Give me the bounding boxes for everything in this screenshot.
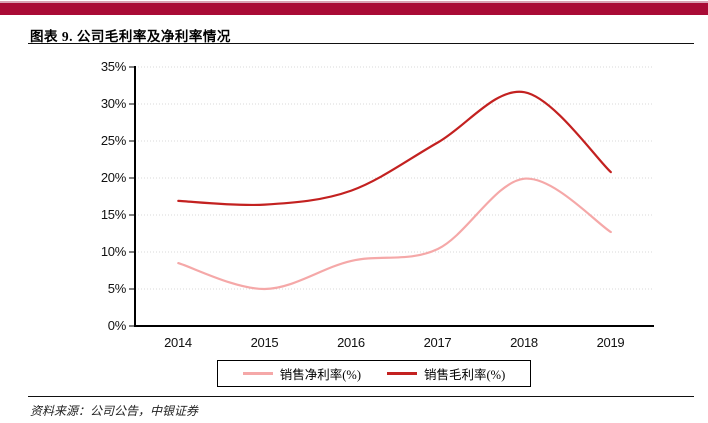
y-tick-25: 25% — [101, 133, 127, 148]
y-tick-20: 20% — [101, 170, 127, 185]
legend-item-net-margin: 销售净利率(%) — [242, 364, 361, 383]
y-axis-ticks — [129, 66, 135, 327]
y-tick-10: 10% — [101, 244, 127, 259]
axes — [134, 66, 654, 327]
gross-margin-legend-label: 销售毛利率(%) — [424, 368, 506, 382]
y-tick-15: 15% — [101, 207, 127, 222]
x-axis-labels: 2014 2015 2016 2017 2018 2019 — [164, 335, 625, 350]
x-tick-2014: 2014 — [164, 335, 192, 350]
x-tick-2018: 2018 — [510, 335, 538, 350]
legend-item-gross-margin: 销售毛利率(%) — [387, 364, 505, 383]
y-tick-30: 30% — [101, 96, 127, 111]
x-tick-2016: 2016 — [337, 335, 365, 350]
data-source-note: 资料来源：公司公告，中银证券 — [30, 404, 199, 418]
x-tick-2015: 2015 — [251, 335, 279, 350]
y-tick-5: 5% — [108, 281, 127, 296]
net-margin-line-sample — [242, 372, 273, 375]
figure-title: 图表 9. 公司毛利率及净利率情况 — [30, 29, 231, 44]
y-tick-0: 0% — [108, 318, 127, 333]
y-axis-labels: 0% 5% 10% 15% 20% 25% 30% 35% — [101, 59, 127, 333]
footer-divider — [28, 396, 694, 397]
gross-margin-line — [177, 90, 612, 207]
gross-margin-line-sample — [387, 372, 417, 375]
net-margin-legend-label: 销售净利率(%) — [279, 368, 361, 382]
net-margin-line — [177, 177, 612, 291]
chart-legend: 销售净利率(%) 销售毛利率(%) — [217, 360, 531, 387]
gridlines — [135, 66, 654, 290]
title-divider — [28, 43, 694, 44]
x-tick-2019: 2019 — [597, 335, 625, 350]
top-brand-bar — [0, 1, 708, 15]
y-tick-35: 35% — [101, 59, 127, 74]
x-tick-2017: 2017 — [424, 335, 452, 350]
